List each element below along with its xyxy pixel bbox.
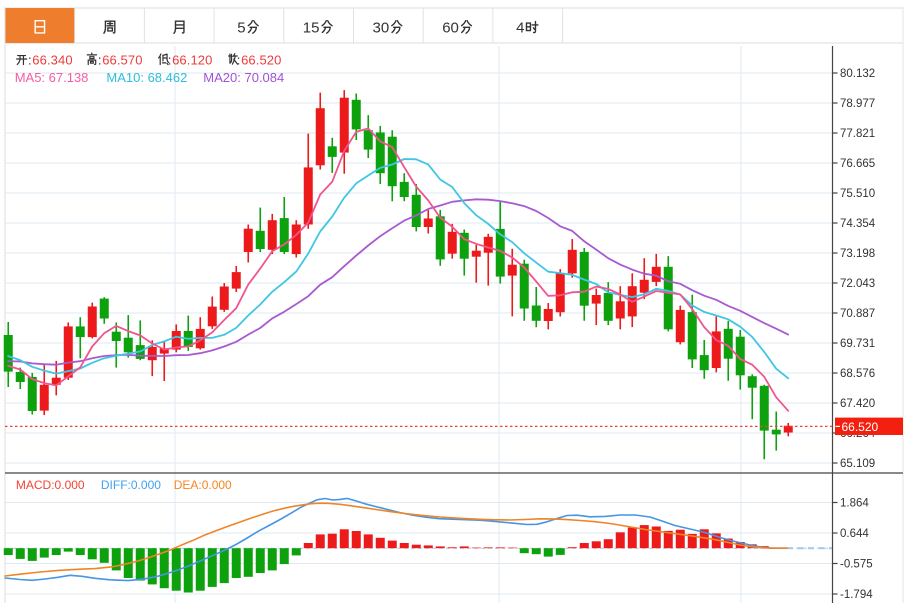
svg-text:4: 4 (516, 20, 524, 37)
svg-text:66.520: 66.520 (842, 420, 879, 434)
svg-text::: : (98, 53, 102, 68)
svg-text:MA5: 67.138: MA5: 67.138 (15, 70, 89, 85)
svg-text:-0.575: -0.575 (840, 559, 873, 571)
svg-text:65.109: 65.109 (840, 458, 875, 470)
svg-text:0.644: 0.644 (840, 528, 869, 540)
svg-text:DIFF:0.000: DIFF:0.000 (101, 478, 161, 492)
svg-text::: : (28, 53, 32, 68)
svg-text:67.420: 67.420 (840, 398, 875, 410)
svg-text::: : (237, 53, 241, 68)
svg-text:MA10: 68.462: MA10: 68.462 (106, 70, 187, 85)
svg-text::: : (168, 53, 172, 68)
svg-text:DEA:0.000: DEA:0.000 (174, 478, 232, 492)
svg-text:66.340: 66.340 (32, 53, 72, 68)
svg-text:78.977: 78.977 (840, 98, 875, 110)
svg-text:66.570: 66.570 (102, 53, 142, 68)
svg-text:69.731: 69.731 (840, 338, 875, 350)
svg-text:75.510: 75.510 (840, 188, 875, 200)
svg-text:66.120: 66.120 (172, 53, 212, 68)
svg-text:72.043: 72.043 (840, 278, 875, 290)
svg-text:70.887: 70.887 (840, 308, 875, 320)
svg-text:76.665: 76.665 (840, 158, 875, 170)
svg-text:74.354: 74.354 (840, 218, 876, 230)
svg-text:77.821: 77.821 (840, 128, 875, 140)
svg-text:80.132: 80.132 (840, 68, 875, 80)
svg-text:1.864: 1.864 (840, 498, 869, 510)
svg-text:66.520: 66.520 (241, 53, 281, 68)
svg-text:68.576: 68.576 (840, 368, 875, 380)
svg-text:60: 60 (442, 20, 459, 37)
svg-text:-1.794: -1.794 (840, 589, 873, 601)
svg-text:30: 30 (373, 20, 390, 37)
svg-text:73.198: 73.198 (840, 248, 875, 260)
svg-text:MA20: 70.084: MA20: 70.084 (203, 70, 284, 85)
svg-text:MACD:0.000: MACD:0.000 (16, 478, 85, 492)
svg-text:5: 5 (237, 20, 245, 37)
svg-text:15: 15 (303, 20, 320, 37)
